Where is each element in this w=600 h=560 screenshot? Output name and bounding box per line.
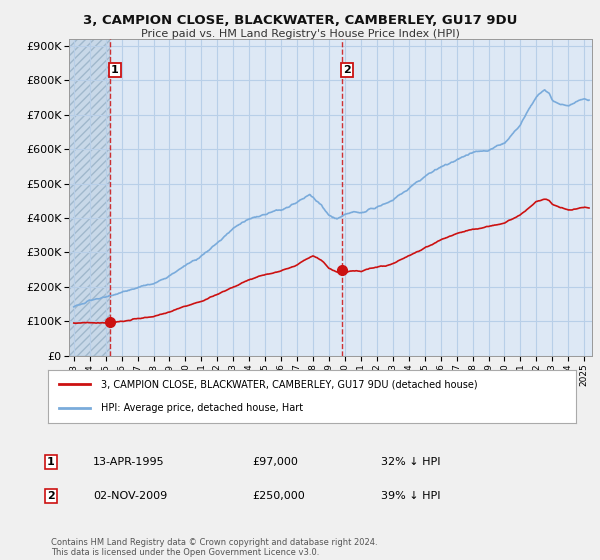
Text: Contains HM Land Registry data © Crown copyright and database right 2024.
This d: Contains HM Land Registry data © Crown c… bbox=[51, 538, 377, 557]
Text: 1: 1 bbox=[111, 65, 119, 75]
Text: 2: 2 bbox=[47, 491, 55, 501]
Text: 02-NOV-2009: 02-NOV-2009 bbox=[93, 491, 167, 501]
Text: HPI: Average price, detached house, Hart: HPI: Average price, detached house, Hart bbox=[101, 403, 303, 413]
Text: 39% ↓ HPI: 39% ↓ HPI bbox=[381, 491, 440, 501]
Text: 1: 1 bbox=[47, 457, 55, 467]
Text: £250,000: £250,000 bbox=[252, 491, 305, 501]
Text: 3, CAMPION CLOSE, BLACKWATER, CAMBERLEY, GU17 9DU (detached house): 3, CAMPION CLOSE, BLACKWATER, CAMBERLEY,… bbox=[101, 380, 478, 390]
Text: 2: 2 bbox=[343, 65, 351, 75]
Text: £97,000: £97,000 bbox=[252, 457, 298, 467]
Text: Price paid vs. HM Land Registry's House Price Index (HPI): Price paid vs. HM Land Registry's House … bbox=[140, 29, 460, 39]
Text: 32% ↓ HPI: 32% ↓ HPI bbox=[381, 457, 440, 467]
Bar bbox=[69, 39, 110, 356]
Text: 3, CAMPION CLOSE, BLACKWATER, CAMBERLEY, GU17 9DU: 3, CAMPION CLOSE, BLACKWATER, CAMBERLEY,… bbox=[83, 14, 517, 27]
Text: 13-APR-1995: 13-APR-1995 bbox=[93, 457, 164, 467]
